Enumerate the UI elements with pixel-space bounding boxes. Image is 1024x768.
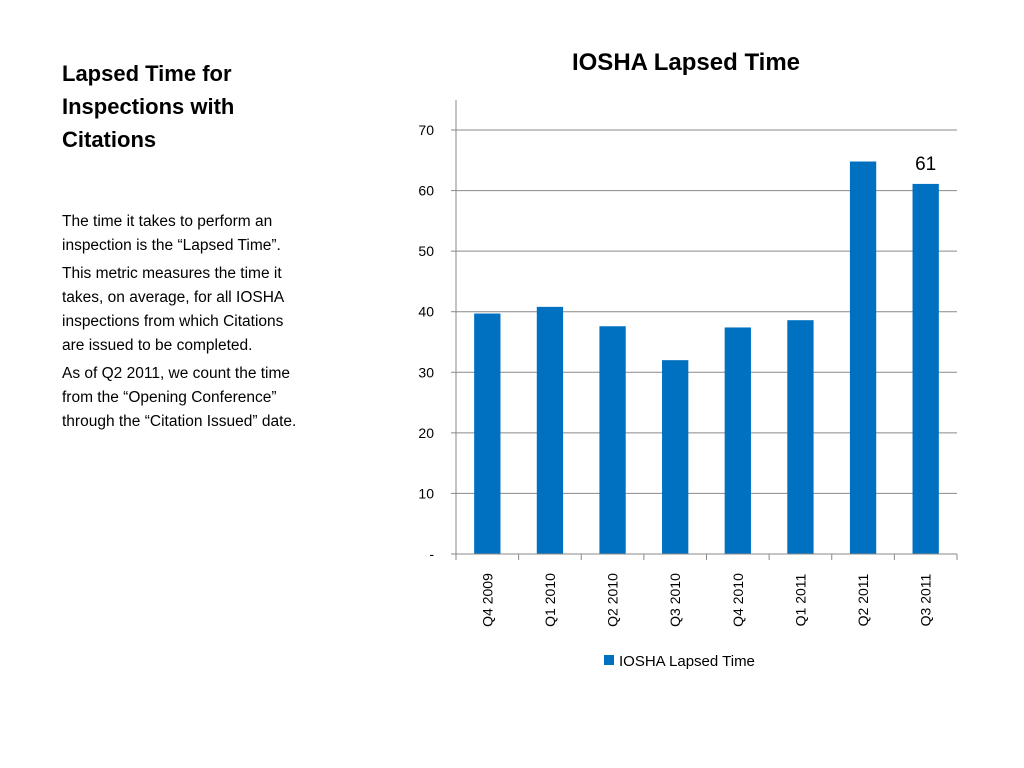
y-tick-label: 40 bbox=[418, 304, 434, 320]
data-label: 61 bbox=[915, 154, 936, 175]
y-axis-labels: - 10 20 30 40 50 60 70 bbox=[418, 122, 434, 562]
slide-title: Lapsed Time for Inspections with Citatio… bbox=[62, 61, 235, 152]
body-paragraph-2: This metric measures the time it takes, … bbox=[62, 265, 284, 354]
bar bbox=[912, 183, 939, 554]
legend: IOSHA Lapsed Time bbox=[604, 653, 755, 670]
y-tick-label: 20 bbox=[418, 425, 434, 441]
y-tick-label: - bbox=[429, 546, 434, 562]
bar bbox=[849, 161, 877, 555]
slide-body: The time it takes to perform an inspecti… bbox=[62, 210, 297, 438]
x-tick-label: Q2 2010 bbox=[605, 573, 621, 627]
x-axis-labels: Q4 2009 Q1 2010 Q2 2010 Q3 2010 Q4 2010 Q1 20… bbox=[479, 573, 933, 627]
bar bbox=[662, 360, 689, 554]
y-tick-label: 30 bbox=[418, 364, 434, 380]
body-paragraph-3: As of Q2 2011, we count the time from th… bbox=[62, 365, 297, 430]
y-tick-label: 60 bbox=[418, 183, 434, 199]
x-tick-label: Q3 2010 bbox=[667, 573, 683, 627]
y-tick-label: 10 bbox=[418, 485, 434, 501]
x-tick-label: Q4 2009 bbox=[479, 573, 495, 627]
legend-label: IOSHA Lapsed Time bbox=[619, 653, 755, 670]
gridlines bbox=[451, 129, 957, 555]
y-tick-label: 50 bbox=[418, 243, 434, 259]
y-tick-label: 70 bbox=[418, 122, 434, 138]
x-tick-label: Q4 2010 bbox=[730, 573, 746, 627]
body-paragraph-1: The time it takes to perform an inspecti… bbox=[62, 213, 281, 254]
data-labels: 61 bbox=[915, 154, 936, 175]
x-tick-label: Q2 2011 bbox=[855, 573, 871, 626]
bar bbox=[599, 326, 626, 554]
bar bbox=[474, 313, 501, 554]
x-tick-label: Q1 2010 bbox=[542, 573, 558, 627]
bars bbox=[455, 161, 958, 560]
x-tick-label: Q3 2011 bbox=[918, 573, 934, 626]
legend-swatch bbox=[604, 655, 614, 665]
bar bbox=[787, 320, 814, 554]
bar bbox=[536, 306, 564, 554]
bar bbox=[724, 327, 751, 554]
x-tick-label: Q1 2011 bbox=[792, 573, 808, 626]
chart-title: IOSHA Lapsed Time bbox=[572, 49, 800, 76]
